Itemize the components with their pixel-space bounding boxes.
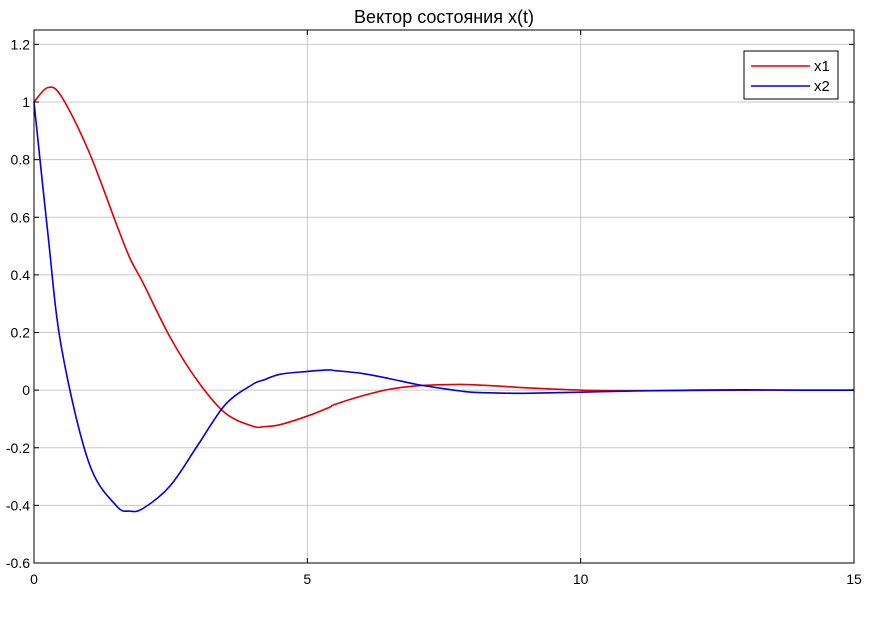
y-tick-label: 0.8 <box>11 152 31 168</box>
x-tick-label: 0 <box>30 571 38 587</box>
x-tick-label: 5 <box>303 571 311 587</box>
y-tick-label: 1 <box>22 94 30 110</box>
y-tick-label: -0.6 <box>6 555 30 571</box>
y-tick-label: 0.4 <box>11 267 31 283</box>
legend-label-x1: x1 <box>814 58 830 75</box>
series-layer <box>33 86 855 513</box>
y-tick-label: 0 <box>22 382 30 398</box>
chart-title: Вектор состояния x(t) <box>354 7 534 27</box>
y-tick-label: 1.2 <box>11 36 31 52</box>
y-tick-label: 0.2 <box>11 325 31 341</box>
x-tick-label: 10 <box>573 571 589 587</box>
y-tick-label: -0.4 <box>6 497 30 513</box>
y-tick-label: 0.6 <box>11 209 31 225</box>
y-tick-label: -0.2 <box>6 440 30 456</box>
series-line-x2 <box>33 101 855 513</box>
legend-box <box>743 50 839 100</box>
legend-label-x2: x2 <box>814 78 830 95</box>
series-line-x1 <box>33 86 854 429</box>
plot-frame <box>33 29 855 564</box>
ticks: -0.6 -0.4 -0.2 0 0.2 0.4 0.6 0.8 1 1.2 0 5 10 15 <box>6 30 862 587</box>
x-tick-label: 15 <box>846 571 862 587</box>
